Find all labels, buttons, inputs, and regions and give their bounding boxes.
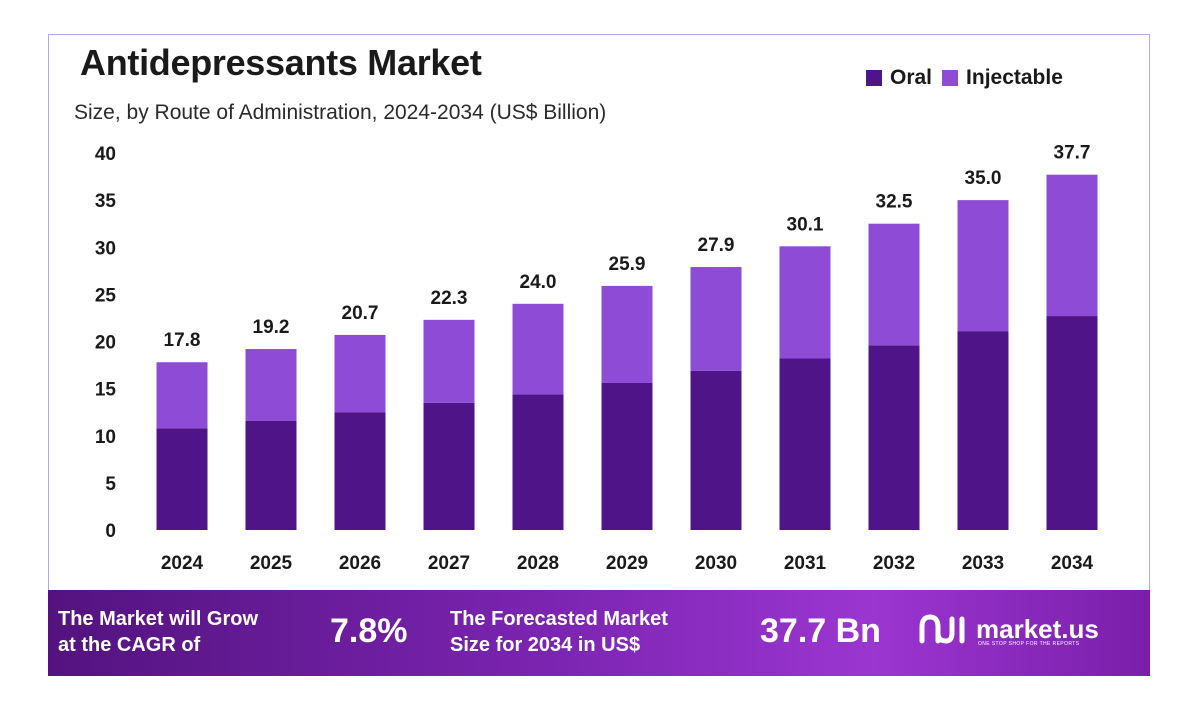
y-tick-label-5: 5	[105, 474, 116, 495]
y-tick-label-15: 15	[95, 380, 117, 401]
x-tick-label-2034: 2034	[1051, 553, 1094, 574]
y-tick-label-20: 20	[95, 333, 116, 354]
market-us-logo: market.us	[918, 611, 1099, 647]
y-tick-label-0: 0	[105, 521, 116, 542]
y-tick-label-35: 35	[95, 191, 117, 212]
legend-swatch-injectable	[942, 70, 959, 86]
legend-item-injectable: Injectable	[942, 66, 1063, 90]
x-tick-label-2033: 2033	[962, 553, 1004, 574]
logo-tagline: ONE STOP SHOP FOR THE REPORTS	[978, 641, 1080, 647]
x-tick-label-2024: 2024	[161, 553, 204, 574]
bar-oral-2034	[1046, 316, 1098, 530]
x-tick-label-2028: 2028	[517, 553, 559, 574]
legend: Oral Injectable	[866, 66, 1063, 90]
forecast-label-line1: The Forecasted Market	[450, 608, 668, 630]
bar-total-label-2029: 25.9	[609, 254, 646, 275]
bar-injectable-2031	[779, 246, 831, 359]
bar-oral-2027	[423, 402, 475, 530]
x-tick-label-2026: 2026	[339, 553, 381, 574]
x-tick-label-2027: 2027	[428, 553, 470, 574]
logo-name: market.us	[976, 613, 1099, 644]
bar-injectable-2033	[957, 200, 1009, 332]
bar-total-label-2031: 30.1	[787, 214, 824, 235]
forecast-value: 37.7 Bn	[760, 612, 881, 650]
bar-injectable-2025	[245, 349, 297, 421]
chart-title: Antidepressants Market	[80, 42, 482, 83]
bar-injectable-2030	[690, 267, 742, 371]
bar-oral-2033	[957, 331, 1009, 530]
legend-item-oral: Oral	[866, 66, 932, 90]
legend-swatch-oral	[866, 70, 882, 86]
bar-injectable-2034	[1046, 174, 1098, 317]
bar-oral-2030	[690, 370, 742, 530]
x-tick-label-2032: 2032	[873, 553, 915, 574]
summary-banner	[48, 590, 1150, 676]
bar-oral-2025	[245, 420, 297, 530]
forecast-label-line2: Size for 2034 in US$	[450, 634, 641, 656]
bar-total-label-2028: 24.0	[520, 272, 557, 293]
bar-injectable-2032	[868, 223, 920, 346]
bar-injectable-2027	[423, 319, 475, 403]
legend-label-injectable: Injectable	[966, 66, 1063, 89]
y-tick-label-10: 10	[95, 427, 116, 448]
market-us-logo-icon	[919, 614, 965, 644]
bar-injectable-2026	[334, 334, 386, 413]
bar-oral-2032	[868, 345, 920, 530]
bar-total-label-2033: 35.0	[965, 168, 1002, 189]
bar-chart: 051015202530354017.8202419.2202520.72026…	[95, 143, 1098, 574]
bar-oral-2024	[156, 428, 208, 530]
bar-total-label-2025: 19.2	[253, 317, 290, 338]
cagr-label: The Market will Grow at the CAGR of	[58, 606, 258, 658]
bar-total-label-2030: 27.9	[698, 235, 735, 256]
x-tick-label-2030: 2030	[695, 553, 737, 574]
x-tick-label-2025: 2025	[250, 553, 293, 574]
y-tick-label-25: 25	[95, 285, 117, 306]
bar-total-label-2024: 17.8	[164, 330, 201, 351]
forecast-label: The Forecasted Market Size for 2034 in U…	[450, 606, 668, 658]
x-tick-label-2031: 2031	[784, 553, 827, 574]
y-tick-label-40: 40	[95, 144, 116, 165]
bar-oral-2031	[779, 358, 831, 530]
bar-total-label-2034: 37.7	[1054, 143, 1091, 164]
bar-total-label-2027: 22.3	[431, 288, 468, 309]
bar-injectable-2029	[601, 285, 653, 383]
bar-injectable-2024	[156, 362, 208, 429]
cagr-label-line1: The Market will Grow	[58, 608, 259, 630]
bar-injectable-2028	[512, 303, 564, 395]
bar-total-label-2026: 20.7	[342, 303, 379, 324]
bar-oral-2028	[512, 394, 564, 530]
y-tick-label-30: 30	[95, 238, 116, 259]
legend-label-oral: Oral	[890, 66, 933, 89]
chart-subtitle: Size, by Route of Administration, 2024-2…	[74, 101, 607, 124]
x-tick-label-2029: 2029	[606, 553, 648, 574]
cagr-value: 7.8%	[330, 612, 408, 650]
bar-oral-2026	[334, 412, 386, 530]
bar-oral-2029	[601, 382, 653, 530]
bar-total-label-2032: 32.5	[876, 192, 913, 213]
cagr-label-line2: at the CAGR of	[58, 634, 201, 656]
